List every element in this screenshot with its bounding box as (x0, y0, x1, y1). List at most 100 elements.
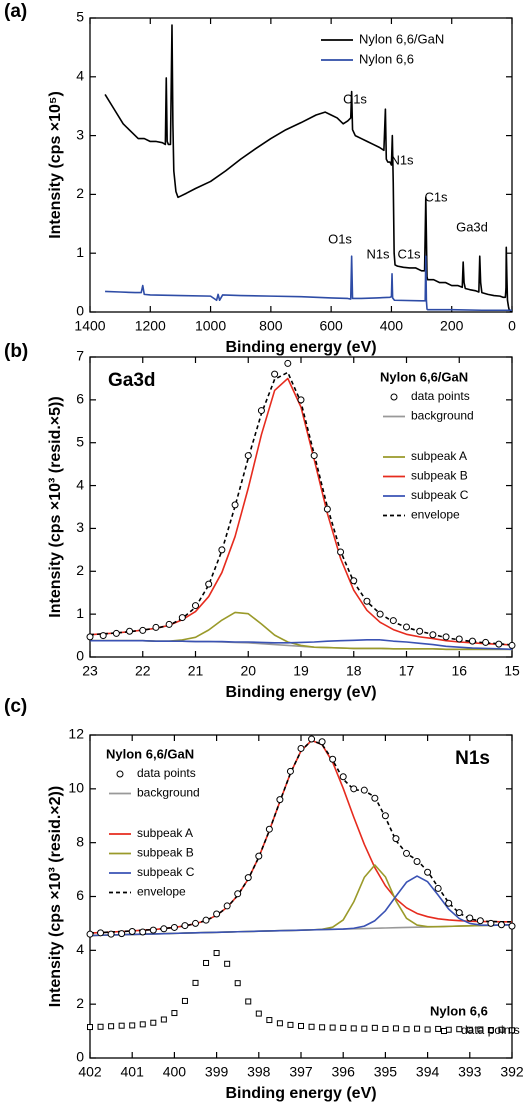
data-point (509, 1027, 515, 1034)
data-point (371, 794, 379, 802)
x-tick-label: 800 (259, 318, 283, 334)
y-tick-label: 2 (76, 995, 84, 1011)
data-point (152, 623, 160, 631)
data-point (445, 899, 453, 907)
legend-label: data points (461, 1023, 520, 1037)
data-point (234, 980, 241, 987)
inset-label: Ga3d (108, 370, 156, 391)
data-point (170, 923, 178, 931)
legend-marker (390, 393, 398, 401)
data-point (99, 632, 107, 640)
data-point (495, 640, 503, 648)
peak-annotation: O1s (328, 231, 352, 246)
data-point (118, 930, 126, 938)
x-tick-label: 394 (416, 1064, 440, 1080)
y-tick-label: 1 (76, 244, 84, 260)
peak-annotation: O1s (343, 91, 367, 106)
data-point (455, 909, 463, 917)
data-point (192, 602, 199, 610)
legend-label: subpeak B (411, 469, 468, 483)
data-point (389, 617, 397, 625)
data-point (171, 1010, 178, 1017)
data-point (456, 1026, 463, 1033)
data-point (87, 1024, 93, 1031)
data-point (244, 874, 252, 882)
data-point (150, 1019, 157, 1026)
data-point (414, 1025, 421, 1032)
data-point (487, 1027, 494, 1034)
data-point (508, 641, 516, 649)
data-point (108, 1023, 115, 1030)
x-tick-label: 18 (346, 663, 362, 679)
data-point (413, 858, 421, 866)
x-tick-label: 1200 (135, 318, 166, 334)
data-point (202, 916, 210, 924)
y-tick-label: 2 (76, 562, 84, 578)
data-point (329, 755, 337, 763)
data-point (498, 1026, 505, 1033)
y-axis-title: Intensity (cps ×10⁵) (47, 91, 64, 239)
data-point (337, 548, 345, 556)
panel-label: (a) (4, 1, 27, 22)
y-tick-label: 3 (76, 519, 84, 535)
y-tick-label: 8 (76, 833, 84, 849)
legend-label: Nylon 6,6/GaN (359, 31, 444, 46)
x-tick-label: 393 (458, 1064, 482, 1080)
data-point (392, 1025, 399, 1032)
data-point (403, 849, 410, 857)
y-tick-label: 6 (76, 391, 84, 407)
x-tick-label: 396 (332, 1064, 356, 1080)
x-tick-label: 200 (440, 318, 464, 334)
data-point (276, 1020, 283, 1027)
data-point (392, 835, 400, 843)
data-point (231, 501, 239, 509)
data-point (139, 626, 147, 634)
legend-title: Nylon 6,6/GaN (380, 369, 468, 384)
data-point (298, 1022, 304, 1029)
data-point (97, 1023, 104, 1030)
data-point (466, 1026, 473, 1033)
data-point (139, 1021, 146, 1028)
data-point (128, 927, 136, 935)
x-tick-label: 21 (188, 663, 204, 679)
legend-label: data points (137, 766, 196, 780)
data-point (424, 1026, 431, 1033)
legend-marker (116, 770, 124, 778)
data-point (234, 890, 242, 898)
data-point (181, 922, 189, 930)
series-line (90, 639, 513, 651)
peak-annotation: N1s (390, 152, 414, 167)
x-tick-label: 392 (500, 1064, 524, 1080)
x-tick-label: 0 (508, 318, 516, 334)
legend-label: background (137, 786, 200, 800)
data-point (466, 914, 474, 922)
data-point (86, 633, 94, 641)
legend-label: background (411, 409, 474, 423)
y-tick-label: 10 (68, 780, 84, 796)
y-tick-label: 0 (76, 1049, 84, 1065)
data-point (86, 930, 94, 938)
series-line (90, 611, 512, 651)
data-point (318, 738, 326, 746)
y-tick-label: 4 (76, 941, 84, 957)
x-tick-label: 1400 (74, 318, 105, 334)
data-point (435, 1025, 442, 1032)
x-tick-label: 15 (504, 663, 520, 679)
legend-label: envelope (411, 508, 460, 522)
legend-label: subpeak A (137, 826, 193, 840)
y-tick-label: 5 (76, 433, 84, 449)
x-tick-label: 19 (293, 663, 309, 679)
data-point (497, 921, 505, 929)
data-point (363, 597, 371, 605)
inset-label: N1s (455, 748, 490, 769)
x-tick-label: 395 (374, 1064, 398, 1080)
series-line (105, 255, 512, 312)
data-point (434, 884, 442, 892)
data-point (381, 812, 389, 820)
data-point (477, 1026, 484, 1033)
data-point (118, 1022, 125, 1029)
y-tick-label: 4 (76, 476, 84, 492)
y-tick-label: 2 (76, 185, 84, 201)
